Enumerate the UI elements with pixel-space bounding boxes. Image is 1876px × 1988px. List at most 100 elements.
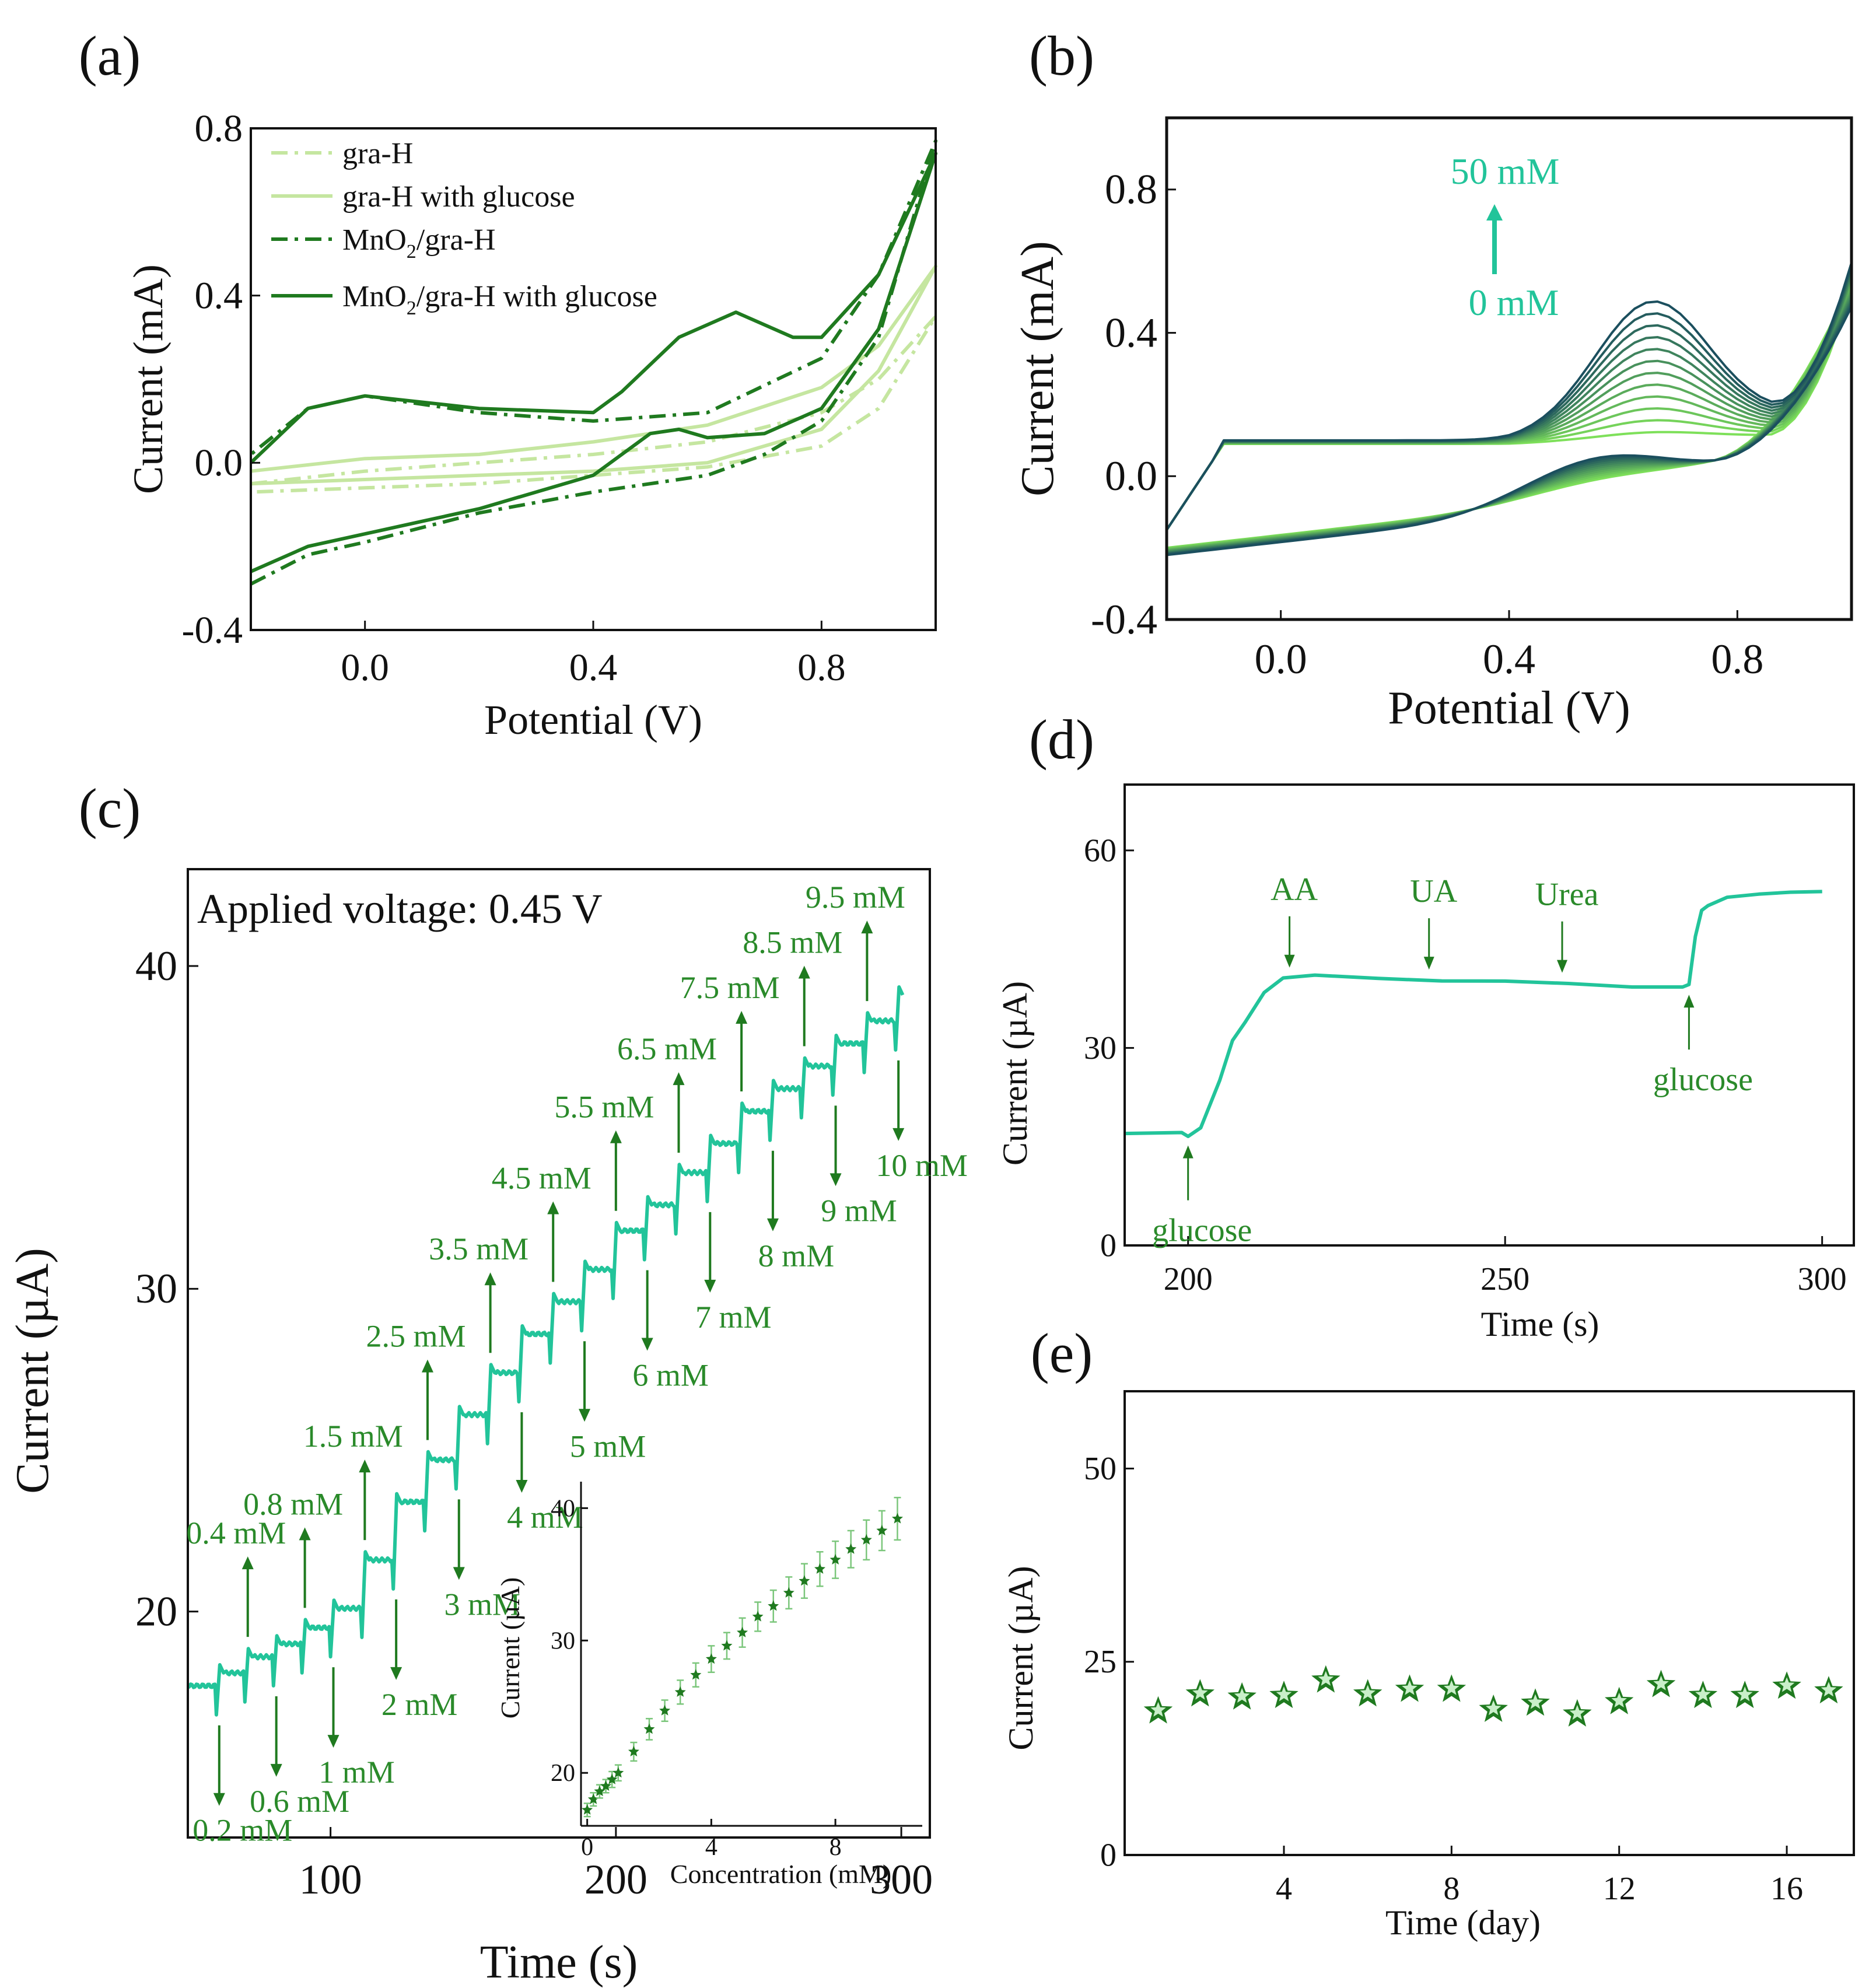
y-tick-label: 0.8 [195,107,243,150]
step-arrowhead [861,921,873,934]
step-arrowhead [484,1272,496,1286]
x-tick-label: 0.4 [569,646,618,689]
data-point-inner [1821,1682,1837,1697]
inset-y-tick-label: 40 [551,1495,575,1522]
step-label: 0.6 mM [250,1784,349,1819]
x-axis-label: Time (s) [480,1937,638,1988]
y-tick-label: 60 [1084,832,1116,869]
legend-text: /gra-H [416,223,496,257]
step-label: 4.5 mM [492,1160,592,1195]
inset-data-point [628,1745,639,1756]
inset-data-point [705,1653,717,1664]
event-label: glucose [1653,1062,1753,1098]
step-label: 6.5 mM [617,1031,717,1066]
step-arrowhead [421,1359,433,1373]
step-arrowhead [453,1567,465,1580]
step-label: 2 mM [382,1687,458,1722]
data-point-inner [1611,1692,1627,1707]
data-point-inner [1653,1675,1669,1690]
data-point-inner [1779,1677,1795,1692]
step-arrowhead [579,1409,591,1422]
inset-data-point [600,1780,612,1791]
step-arrowhead [704,1279,716,1293]
plot-frame [187,868,931,1839]
step-arrowhead [242,1556,254,1570]
inset-data-point [659,1704,671,1716]
y-tick-label: 40 [135,943,177,989]
step-label: 9.5 mM [806,880,905,915]
inset-data-point [643,1723,655,1734]
chart-title: Applied voltage: 0.45 V [197,886,603,932]
step-arrowhead [299,1527,311,1541]
legend-text: /gra-H with glucose [416,280,657,313]
step-label: 5.5 mM [554,1090,654,1125]
series-line [250,314,937,494]
step-arrowhead [673,1072,685,1086]
y-tick-label: 0.4 [195,274,243,317]
inset-y-axis-label: Current (µA) [495,1577,525,1718]
step-label: 5 mM [570,1429,646,1464]
x-tick-label: 300 [870,1856,933,1903]
inset-data-point [891,1513,903,1524]
event-label: Urea [1535,877,1599,913]
panel-a: (a) 0.0 0.4 0.8 -0.4 0.0 0.4 0.8 Potential (V) Cu… [79,24,937,743]
panel-label: (b) [1029,24,1094,87]
event-arrowhead [1284,954,1295,968]
step-arrowhead [892,1128,905,1141]
y-axis-label: Current (mA) [1012,241,1063,496]
inset-data-point [845,1543,857,1554]
y-tick-label: 25 [1084,1644,1116,1680]
event-arrowhead [1182,1145,1194,1158]
y-axis-label: Current (mA) [125,264,172,494]
step-label: 0.8 mM [243,1486,343,1521]
x-axis-label: Potential (V) [1388,682,1630,734]
event-label: AA [1270,872,1318,908]
step-arrowhead [516,1480,528,1493]
inset-data-point [860,1534,872,1545]
step-arrowhead [359,1460,371,1473]
inset-data-point [612,1767,624,1778]
y-tick-label: 50 [1084,1451,1116,1487]
step-label: 0.2 mM [192,1813,292,1848]
y-tick-label: -0.4 [182,609,243,652]
x-tick-label: 200 [584,1856,648,1903]
plot-frame [1124,1390,1855,1856]
step-label: 7.5 mM [680,970,780,1005]
step-label: 8.5 mM [743,925,842,960]
data-point-inner [1402,1680,1418,1695]
x-tick-label: 0.0 [341,646,389,689]
legend-subscript: 2 [407,241,416,262]
x-tick-label: 300 [1798,1261,1847,1297]
current-trace [1124,890,1822,1139]
x-axis-label: Time (day) [1385,1903,1541,1942]
panel-b: (b) 0.0 0.4 0.8 -0.4 0.0 0.4 0.8 Potential (V) Cu… [1012,24,1853,734]
event-arrowhead [1423,957,1434,970]
step-label: 8 mM [758,1238,835,1273]
y-tick-label: 0 [1100,1227,1116,1264]
data-point-inner [1737,1686,1753,1702]
step-arrowhead [766,1218,779,1231]
data-point-inner [1569,1704,1586,1720]
step-label: 3.5 mM [429,1231,528,1266]
inset-data-point [830,1553,841,1564]
inset-data-point [814,1563,825,1574]
data-point-inner [1360,1685,1376,1700]
data-point-inner [1318,1671,1334,1686]
step-label: 3 mM [444,1587,521,1622]
x-tick-label: 250 [1480,1261,1530,1297]
data-point-inner [1485,1700,1502,1716]
y-axis-label: Current (µA) [996,981,1034,1166]
legend-entry: MnO2/gra-H [342,223,496,262]
inset-x-tick-label: 4 [705,1834,718,1861]
legend-entry: MnO2/gra-H with glucose [342,280,657,319]
concentration-min-label: 0 mM [1469,282,1559,323]
panel-label: (e) [1031,1322,1093,1384]
legend-text: gra-H [342,137,413,170]
inset-data-point [594,1786,606,1797]
inset-data-point [606,1773,618,1784]
y-tick-label: 30 [1084,1030,1116,1066]
y-tick-label: 0 [1100,1837,1116,1873]
panel-label: (d) [1029,708,1094,771]
